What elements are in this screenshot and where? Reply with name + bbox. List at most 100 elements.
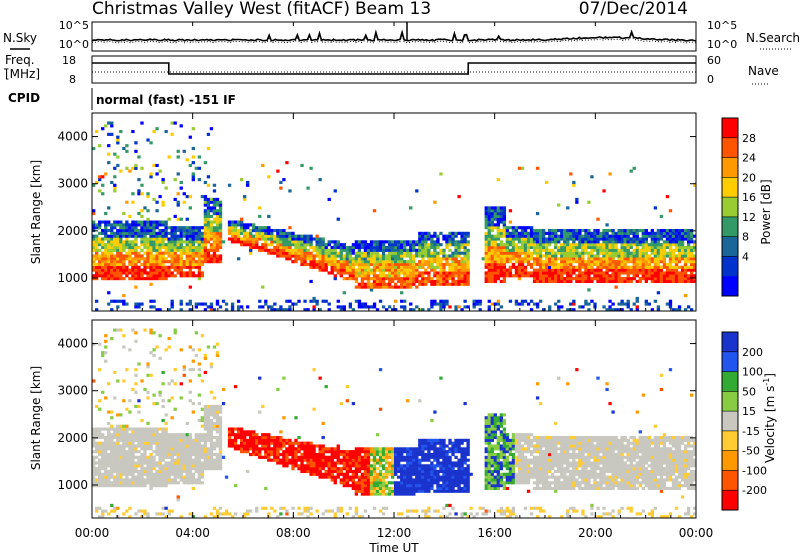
heatmap-cell xyxy=(104,260,108,264)
heatmap-cell xyxy=(390,274,395,278)
heatmap-cell xyxy=(203,308,208,312)
heatmap-cell xyxy=(113,234,117,238)
heatmap-cell xyxy=(161,274,165,278)
heatmap-cell xyxy=(264,444,268,448)
heatmap-cell xyxy=(143,452,147,457)
heatmap-cell xyxy=(249,228,253,233)
heatmap-cell xyxy=(92,342,96,346)
heatmap-cell xyxy=(185,265,189,269)
heatmap-cell xyxy=(566,271,570,275)
heatmap-cell xyxy=(221,240,226,244)
heatmap-cell xyxy=(300,257,304,261)
heatmap-cell xyxy=(387,245,392,250)
heatmap-cell xyxy=(551,234,555,238)
heatmap-cell xyxy=(185,245,189,250)
heatmap-cell xyxy=(557,203,561,207)
heatmap-cell xyxy=(526,254,531,258)
heatmap-cell xyxy=(279,461,283,465)
heatmap-cell xyxy=(107,271,111,275)
heatmap-cell xyxy=(107,260,111,264)
heatmap-cell xyxy=(514,274,519,278)
heatmap-cell xyxy=(538,245,543,250)
heatmap-cell xyxy=(330,452,334,457)
heatmap-cell xyxy=(578,237,582,241)
heatmap-cell xyxy=(563,262,567,267)
heatmap-cell xyxy=(246,305,250,309)
heatmap-cell xyxy=(363,240,368,244)
heatmap-cell xyxy=(297,243,301,247)
heatmap-cell xyxy=(333,481,337,485)
heatmap-cell xyxy=(484,257,488,261)
heatmap-cell xyxy=(155,243,159,247)
heatmap-cell xyxy=(309,512,313,516)
heatmap-cell xyxy=(107,484,111,488)
heatmap-cell xyxy=(315,251,319,255)
heatmap-cell xyxy=(629,243,633,247)
heatmap-cell xyxy=(339,481,343,485)
heatmap-cell xyxy=(203,260,208,264)
heatmap-cell xyxy=(644,271,648,275)
heatmap-cell xyxy=(315,452,319,457)
heatmap-cell xyxy=(137,192,141,196)
heatmap-cell xyxy=(149,172,153,176)
beam-label: Beam 13 xyxy=(355,0,431,19)
heatmap-cell xyxy=(312,248,316,252)
heatmap-cell xyxy=(330,469,334,474)
heatmap-cell xyxy=(303,245,307,250)
heatmap-cell xyxy=(176,262,180,267)
heatmap-cell xyxy=(409,268,413,272)
heatmap-cell xyxy=(357,305,362,309)
heatmap-cell xyxy=(327,461,331,465)
heatmap-cell xyxy=(215,200,220,204)
heatmap-cell xyxy=(318,455,322,459)
heatmap-cell xyxy=(200,455,205,459)
heatmap-cell xyxy=(321,455,325,459)
heatmap-cell xyxy=(668,268,673,272)
heatmap-cell xyxy=(158,467,162,471)
heatmap-cell xyxy=(188,452,192,457)
heatmap-cell xyxy=(321,248,325,252)
heatmap-cell xyxy=(197,455,202,459)
heatmap-cell xyxy=(520,228,525,233)
heatmap-cell xyxy=(104,447,108,451)
heatmap-cell xyxy=(692,268,697,272)
heatmap-cell xyxy=(523,265,528,269)
heatmap-cell xyxy=(400,277,404,281)
heatmap-cell xyxy=(167,441,171,445)
heatmap-cell xyxy=(300,251,304,255)
heatmap-cell xyxy=(451,260,455,264)
heatmap-cell xyxy=(608,243,612,247)
heatmap-cell xyxy=(164,506,168,510)
heatmap-cell xyxy=(239,178,244,182)
heatmap-cell xyxy=(692,260,697,264)
heatmap-cell xyxy=(526,251,531,255)
heatmap-cell xyxy=(98,427,102,431)
heatmap-cell xyxy=(342,265,346,269)
heatmap-cell xyxy=(137,254,141,258)
heatmap-cell xyxy=(466,248,470,252)
heatmap-cell xyxy=(131,243,135,247)
heatmap-cell xyxy=(614,262,618,267)
heatmap-cell xyxy=(300,254,304,258)
heatmap-cell xyxy=(158,450,162,454)
heatmap-cell xyxy=(125,469,129,474)
heatmap-cell xyxy=(161,254,165,258)
heatmap-cell xyxy=(167,475,171,479)
heatmap-cell xyxy=(261,234,265,238)
heatmap-cell xyxy=(261,285,265,289)
heatmap-cell xyxy=(101,427,105,431)
heatmap-cell xyxy=(499,220,504,224)
heatmap-cell xyxy=(182,435,186,440)
heatmap-cell xyxy=(560,268,564,272)
heatmap-cell xyxy=(653,248,658,252)
heatmap-cell xyxy=(614,308,618,312)
heatmap-cell xyxy=(140,444,144,448)
heatmap-cell xyxy=(460,257,464,261)
heatmap-cell xyxy=(659,248,664,252)
heatmap-cell xyxy=(116,274,120,278)
heatmap-cell xyxy=(520,166,525,170)
heatmap-cell xyxy=(158,481,162,485)
heatmap-cell xyxy=(520,299,525,303)
heatmap-cell xyxy=(209,365,214,369)
heatmap-cell xyxy=(569,245,573,250)
